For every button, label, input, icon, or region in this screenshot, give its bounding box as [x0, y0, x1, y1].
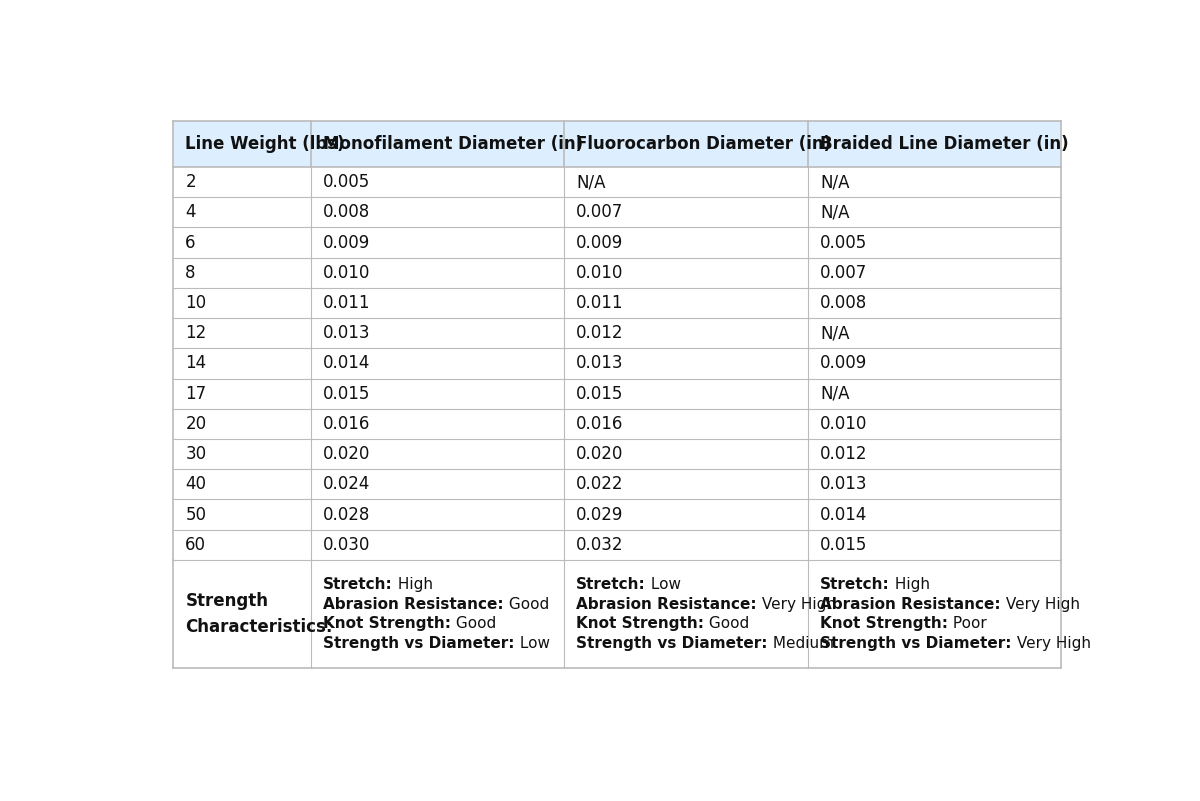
Text: Low: Low [646, 578, 680, 592]
Text: 0.005: 0.005 [323, 173, 371, 191]
Bar [173, 439, 1062, 469]
Text: Knot Strength:: Knot Strength: [821, 616, 948, 631]
Text: Strength vs Diameter:: Strength vs Diameter: [576, 635, 768, 650]
Text: N/A: N/A [821, 203, 850, 221]
Bar [173, 500, 1062, 529]
Text: High: High [890, 578, 930, 592]
Text: 0.028: 0.028 [323, 505, 371, 524]
Bar [173, 288, 1062, 318]
Text: 0.013: 0.013 [323, 324, 371, 342]
Text: 0.016: 0.016 [323, 415, 371, 433]
Text: 50: 50 [185, 505, 206, 524]
Bar [173, 227, 1062, 258]
Text: 0.032: 0.032 [576, 536, 624, 553]
Bar [173, 318, 1062, 348]
Text: 0.011: 0.011 [323, 294, 371, 312]
Text: 0.009: 0.009 [576, 234, 623, 252]
Text: Knot Strength:: Knot Strength: [576, 616, 704, 631]
Text: 0.007: 0.007 [576, 203, 623, 221]
Text: 0.014: 0.014 [323, 355, 371, 372]
Text: 60: 60 [185, 536, 206, 553]
Text: 0.014: 0.014 [821, 505, 868, 524]
Text: 4: 4 [185, 203, 196, 221]
Text: 0.005: 0.005 [821, 234, 868, 252]
Text: Strength
Characteristics:: Strength Characteristics: [185, 592, 332, 636]
Text: 0.024: 0.024 [323, 475, 371, 493]
Text: Braided Line Diameter (in): Braided Line Diameter (in) [821, 135, 1069, 153]
Text: 14: 14 [185, 355, 206, 372]
Text: Stretch:: Stretch: [576, 578, 646, 592]
Text: 0.013: 0.013 [576, 355, 624, 372]
Text: 0.013: 0.013 [821, 475, 868, 493]
Text: 0.008: 0.008 [821, 294, 868, 312]
Bar [173, 258, 1062, 288]
Text: Medium: Medium [768, 635, 834, 650]
Text: 0.011: 0.011 [576, 294, 624, 312]
Text: High: High [392, 578, 433, 592]
Text: 0.009: 0.009 [821, 355, 868, 372]
Text: Good: Good [704, 616, 749, 631]
Text: 0.015: 0.015 [821, 536, 868, 553]
Text: Very High: Very High [1001, 597, 1080, 612]
Text: 0.012: 0.012 [821, 445, 868, 463]
Text: Low: Low [515, 635, 550, 650]
Text: 6: 6 [185, 234, 196, 252]
Text: N/A: N/A [821, 384, 850, 403]
Text: Very High: Very High [757, 597, 835, 612]
Text: Abrasion Resistance:: Abrasion Resistance: [323, 597, 504, 612]
Text: Knot Strength:: Knot Strength: [323, 616, 451, 631]
Bar [173, 529, 1062, 560]
Text: 0.020: 0.020 [576, 445, 624, 463]
Text: Abrasion Resistance:: Abrasion Resistance: [821, 597, 1001, 612]
Bar [173, 197, 1062, 227]
Text: 0.022: 0.022 [576, 475, 624, 493]
Text: Good: Good [451, 616, 497, 631]
Text: Strength vs Diameter:: Strength vs Diameter: [323, 635, 515, 650]
Text: 0.010: 0.010 [576, 264, 624, 282]
Text: N/A: N/A [821, 173, 850, 191]
Text: 30: 30 [185, 445, 206, 463]
Text: N/A: N/A [576, 173, 606, 191]
Text: 0.015: 0.015 [576, 384, 624, 403]
Bar [173, 348, 1062, 379]
Text: Fluorocarbon Diameter (in): Fluorocarbon Diameter (in) [576, 135, 832, 153]
Text: Stretch:: Stretch: [821, 578, 890, 592]
Text: Monofilament Diameter (in): Monofilament Diameter (in) [323, 135, 583, 153]
Text: 0.029: 0.029 [576, 505, 624, 524]
Text: Strength vs Diameter:: Strength vs Diameter: [821, 635, 1012, 650]
Text: 10: 10 [185, 294, 206, 312]
Text: 0.010: 0.010 [323, 264, 371, 282]
Text: Good: Good [504, 597, 548, 612]
Text: 0.016: 0.016 [576, 415, 624, 433]
Text: 0.009: 0.009 [323, 234, 371, 252]
Text: 0.020: 0.020 [323, 445, 371, 463]
Text: 2: 2 [185, 173, 196, 191]
Text: 0.010: 0.010 [821, 415, 868, 433]
Text: N/A: N/A [821, 324, 850, 342]
Text: Stretch:: Stretch: [323, 578, 392, 592]
Text: Very High: Very High [1012, 635, 1091, 650]
Text: 8: 8 [185, 264, 196, 282]
Text: 0.007: 0.007 [821, 264, 868, 282]
Text: 0.008: 0.008 [323, 203, 371, 221]
Text: Abrasion Resistance:: Abrasion Resistance: [576, 597, 757, 612]
Bar [173, 167, 1062, 197]
Text: 20: 20 [185, 415, 206, 433]
Text: 40: 40 [185, 475, 206, 493]
Bar [173, 379, 1062, 409]
Text: 17: 17 [185, 384, 206, 403]
Text: 0.030: 0.030 [323, 536, 371, 553]
Text: Poor: Poor [948, 616, 988, 631]
Text: 0.015: 0.015 [323, 384, 371, 403]
Text: 12: 12 [185, 324, 206, 342]
Bar [173, 409, 1062, 439]
Bar [173, 121, 1062, 167]
Text: 0.012: 0.012 [576, 324, 624, 342]
Bar [173, 469, 1062, 500]
Text: Line Weight (lbs): Line Weight (lbs) [185, 135, 344, 153]
